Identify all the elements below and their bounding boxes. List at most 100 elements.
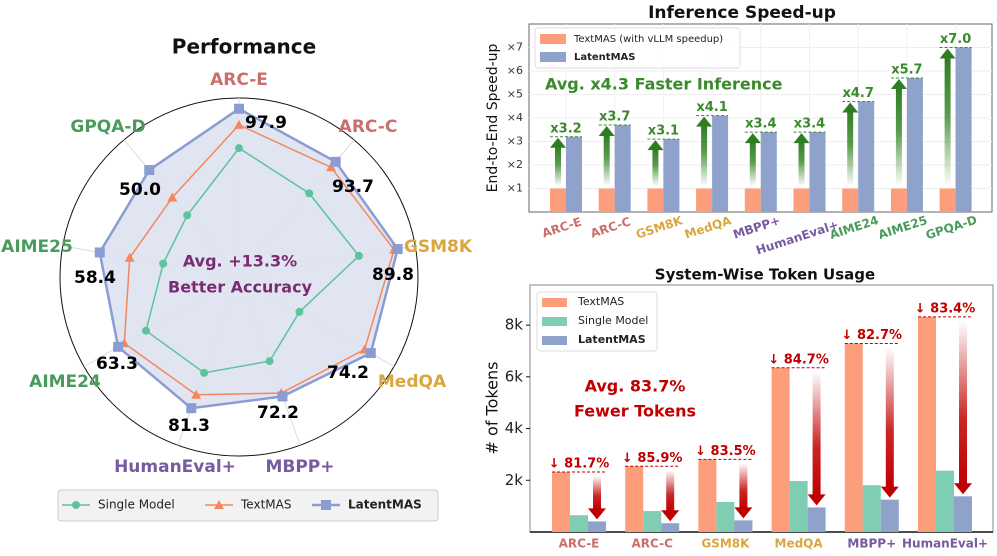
radar-axis-label: AIME25 (1, 237, 73, 257)
single-model-bar (789, 481, 808, 532)
radar-axis-label: AIME24 (29, 372, 101, 392)
speedup-value-label: x3.4 (745, 117, 776, 132)
reduction-arrow-head (734, 507, 753, 519)
latentmas-area (99, 108, 398, 409)
latentmas-bar (955, 47, 972, 212)
single-model-point (305, 189, 314, 198)
latentmas-bar (809, 132, 826, 212)
legend-label: Single Model (98, 498, 175, 512)
legend-label: LatentMAS (574, 52, 635, 63)
radar-annotation: Better Accuracy (168, 278, 313, 297)
legend-swatch (542, 336, 567, 345)
reduction-label: ↓ 82.7% (842, 328, 903, 343)
latentmas-point (330, 156, 341, 167)
legend-marker (214, 500, 224, 509)
speedup-arrow-head (939, 48, 956, 59)
y-axis-label: # of Tokens (483, 362, 502, 455)
reduction-arrow-shaft (739, 463, 748, 509)
radar-annotation: Avg. +13.3% (183, 252, 297, 271)
x-tick-label: MedQA (683, 213, 734, 241)
speedup-legend: TextMAS (with vLLM speedup) LatentMAS (534, 27, 741, 69)
reduction-arrow-shaft (666, 470, 675, 512)
y-tick-label: ×3 (507, 135, 523, 148)
single-model-point (183, 211, 192, 220)
speedup-arrow-head (647, 140, 664, 151)
textmas-point (234, 119, 244, 129)
single-model-point (265, 357, 274, 366)
latentmas-point (186, 403, 197, 414)
legend-label: TextMAS (577, 295, 624, 308)
textmas-bar (744, 188, 761, 212)
radar-axis-label: MBPP+ (265, 457, 334, 477)
radar-axis-label: MedQA (378, 372, 447, 392)
textmas-bar (918, 316, 936, 532)
speedup-value-label: x3.1 (648, 124, 679, 139)
latentmas-value-label: 74.2 (327, 363, 369, 383)
textmas-point (167, 192, 178, 202)
latentmas-value-label: 93.7 (332, 177, 374, 197)
legend-box (534, 27, 741, 69)
latentmas-value-label: 97.9 (245, 113, 287, 133)
latentmas-point (144, 165, 155, 176)
legend-marker (321, 500, 331, 510)
textmas-bar (793, 188, 810, 212)
single-model-bar (570, 515, 588, 532)
speedup-annotation: Avg. x4.3 Faster Inference (545, 75, 783, 94)
textmas-bar (598, 188, 615, 212)
radar-chart: Performance ARC-E ARC-C GSM8K MedQA MBPP+ Huma… (1, 35, 473, 522)
latentmas-bar (661, 523, 680, 532)
speedup-value-label: x3.7 (599, 110, 630, 125)
textmas-bar (698, 459, 717, 532)
y-tick-label: ×4 (507, 111, 523, 124)
single-model-point (295, 307, 304, 316)
legend-label: LatentMAS (348, 498, 422, 512)
legend-label: TextMAS (with vLLM speedup) (573, 34, 723, 45)
x-tick-label: ARC-C (589, 214, 633, 240)
radar-axis-label: GSM8K (404, 237, 473, 257)
legend-swatch (540, 34, 566, 44)
y-axis-label: End-to-End Speed-up (485, 44, 501, 193)
radar-series-textmas (123, 123, 395, 396)
reduction-arrow-shaft (593, 475, 601, 510)
legend-swatch (542, 317, 567, 326)
single-model-point (354, 251, 363, 260)
legend-swatch (542, 298, 567, 307)
radar-axis-label: ARC-C (339, 117, 398, 137)
latentmas-bar (906, 78, 923, 212)
latentmas-bar (807, 507, 826, 532)
single-model-bar (643, 511, 662, 532)
speedup-value-label: x4.7 (842, 86, 873, 101)
x-tick-label: ARC-E (540, 215, 583, 241)
textmas-bar (625, 466, 644, 532)
speedup-arrow-head (598, 126, 615, 137)
speedup-arrow-head (744, 133, 761, 144)
y-tick-label: ×5 (507, 88, 523, 101)
token-legend: TextMAS Single Model LatentMAS (536, 291, 658, 352)
reduction-label: ↓ 85.9% (622, 451, 683, 466)
reduction-arrow-head (661, 510, 680, 522)
speedup-arrow-shaft (701, 124, 708, 187)
single-model-bar (716, 501, 735, 532)
speedup-arrow-shaft (555, 145, 561, 187)
latentmas-value-label: 72.2 (257, 403, 299, 423)
latentmas-value-label: 89.8 (372, 265, 414, 285)
textmas-bar (890, 188, 907, 212)
y-tick-label: 8k (505, 316, 524, 334)
textmas-bar (771, 367, 790, 532)
single-model-point (159, 259, 168, 268)
speedup-arrow-shaft (749, 141, 756, 187)
reduction-arrow-head (807, 494, 826, 506)
legend-label: LatentMAS (578, 333, 646, 346)
x-tick-label: ARC-E (559, 537, 600, 551)
reduction-arrow-shaft (885, 347, 894, 488)
radar-axis-label: HumanEval+ (114, 457, 236, 477)
textmas-bar (842, 188, 859, 212)
single-model-point (141, 326, 150, 335)
latentmas-point (94, 247, 105, 258)
token-chart: System-Wise Token Usage 2k 4k 6k 8k # of Toke… (483, 266, 994, 551)
textmas-point (191, 389, 202, 399)
reduction-arrow-shaft (959, 320, 967, 485)
single-model-point (235, 144, 243, 153)
legend-label: Single Model (578, 314, 648, 327)
